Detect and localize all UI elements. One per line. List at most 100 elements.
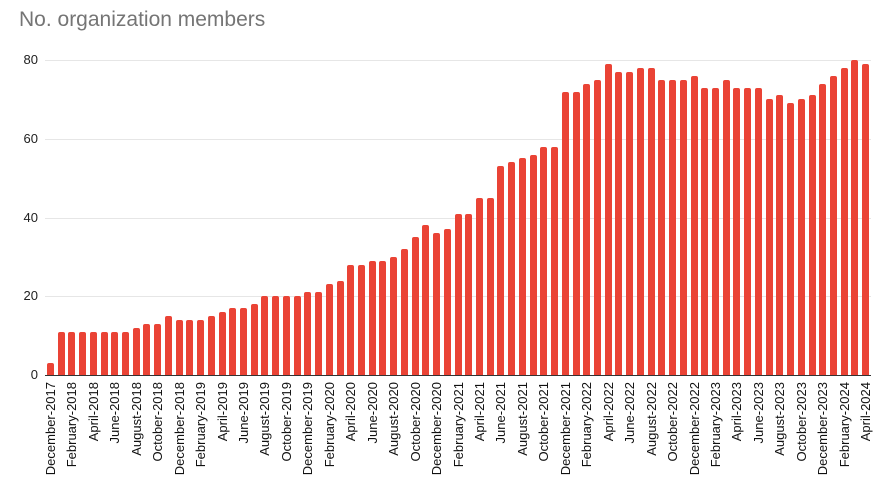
bar[interactable] — [808, 95, 816, 375]
bar[interactable] — [679, 79, 687, 375]
x-tick-label: April-2021 — [472, 382, 487, 442]
x-tick-label: August-2021 — [514, 382, 530, 456]
x-tick-label: December-2020 — [429, 382, 444, 476]
bar[interactable] — [669, 79, 676, 375]
bar[interactable] — [304, 292, 312, 375]
bar[interactable] — [787, 103, 794, 375]
bar[interactable] — [486, 197, 494, 375]
bar[interactable] — [690, 75, 698, 375]
bar[interactable] — [862, 63, 870, 375]
bar[interactable] — [368, 260, 376, 375]
x-tick-label: August-2023 — [772, 382, 788, 456]
bar[interactable] — [840, 67, 848, 375]
bar[interactable] — [164, 315, 172, 375]
bar[interactable] — [830, 75, 837, 375]
bar[interactable] — [561, 91, 569, 375]
bar[interactable] — [604, 63, 612, 375]
bar[interactable] — [540, 146, 548, 375]
x-tick-label: December-2018 — [171, 382, 187, 476]
x-tick-label: June-2023 — [750, 382, 766, 444]
bar[interactable] — [132, 327, 140, 375]
bar[interactable] — [272, 296, 280, 375]
x-tick-label: August-2019 — [257, 382, 273, 456]
bar[interactable] — [175, 319, 183, 375]
x-tick-label: June-2020 — [364, 382, 380, 444]
bar[interactable] — [207, 315, 215, 375]
bar[interactable] — [68, 331, 76, 375]
bar[interactable] — [497, 166, 505, 375]
x-tick-label: October-2022 — [665, 382, 680, 462]
bar[interactable] — [615, 71, 623, 375]
y-tick-label: 40 — [23, 210, 38, 225]
x-tick-label: December-2019 — [300, 382, 316, 476]
bar[interactable] — [476, 197, 483, 375]
bar[interactable] — [508, 162, 516, 375]
bar[interactable] — [57, 331, 65, 375]
bar[interactable] — [336, 280, 344, 375]
bar[interactable] — [46, 363, 54, 375]
bar[interactable] — [712, 87, 719, 375]
bar[interactable] — [89, 331, 97, 375]
bar[interactable] — [197, 319, 204, 375]
bar[interactable] — [261, 296, 269, 375]
bar[interactable] — [390, 256, 398, 375]
bar[interactable] — [776, 95, 784, 375]
bar[interactable] — [722, 79, 730, 375]
gridline — [45, 60, 871, 61]
bar[interactable] — [636, 67, 644, 375]
x-tick-label: October-2020 — [407, 382, 423, 462]
bar[interactable] — [658, 79, 666, 375]
bar[interactable] — [282, 296, 290, 375]
bar[interactable] — [358, 264, 365, 375]
bar[interactable] — [433, 233, 440, 375]
bar[interactable] — [733, 87, 741, 375]
bar[interactable] — [765, 99, 773, 375]
x-tick-label: October-2023 — [793, 382, 809, 462]
bar[interactable] — [572, 91, 580, 375]
bar[interactable] — [701, 87, 709, 375]
bar[interactable] — [443, 229, 451, 375]
bar[interactable] — [744, 87, 752, 375]
bar[interactable] — [218, 312, 226, 375]
bar[interactable] — [400, 249, 408, 375]
bar[interactable] — [229, 308, 237, 375]
bar[interactable] — [583, 83, 591, 375]
bar[interactable] — [154, 323, 162, 375]
bar[interactable] — [186, 319, 194, 375]
bar[interactable] — [379, 260, 387, 375]
bar[interactable] — [454, 213, 462, 375]
bar[interactable] — [819, 83, 827, 375]
bar[interactable] — [594, 79, 601, 375]
bar[interactable] — [111, 331, 119, 375]
bar[interactable] — [851, 60, 859, 375]
bar[interactable] — [422, 225, 430, 375]
bar[interactable] — [518, 158, 526, 375]
bar[interactable] — [797, 99, 805, 375]
bar[interactable] — [551, 146, 558, 375]
x-tick-label: June-2021 — [493, 382, 509, 444]
bar[interactable] — [325, 284, 333, 375]
bar[interactable] — [347, 264, 355, 375]
bar[interactable] — [647, 67, 655, 375]
chart-title: No. organization members — [19, 8, 266, 31]
bar[interactable] — [626, 71, 634, 375]
x-axis-labels: December-2017 February-2018 April-2018 June… — [43, 382, 874, 498]
x-tick-label: April-2022 — [600, 382, 616, 442]
bar[interactable] — [100, 331, 108, 375]
plot-area — [45, 60, 871, 376]
bar[interactable] — [754, 87, 762, 375]
gridline — [45, 139, 871, 140]
bar[interactable] — [143, 323, 151, 375]
bar[interactable] — [465, 213, 473, 375]
bar[interactable] — [315, 292, 322, 375]
y-tick-label: 60 — [23, 131, 38, 146]
bar[interactable] — [250, 304, 258, 375]
bar[interactable] — [79, 331, 86, 375]
bar[interactable] — [529, 154, 537, 375]
bar[interactable] — [240, 308, 247, 375]
x-tick-label: April-2019 — [214, 382, 230, 442]
x-tick-label: April-2024 — [858, 382, 874, 442]
bar[interactable] — [293, 296, 301, 375]
bar[interactable] — [411, 237, 419, 375]
bar[interactable] — [122, 331, 129, 375]
